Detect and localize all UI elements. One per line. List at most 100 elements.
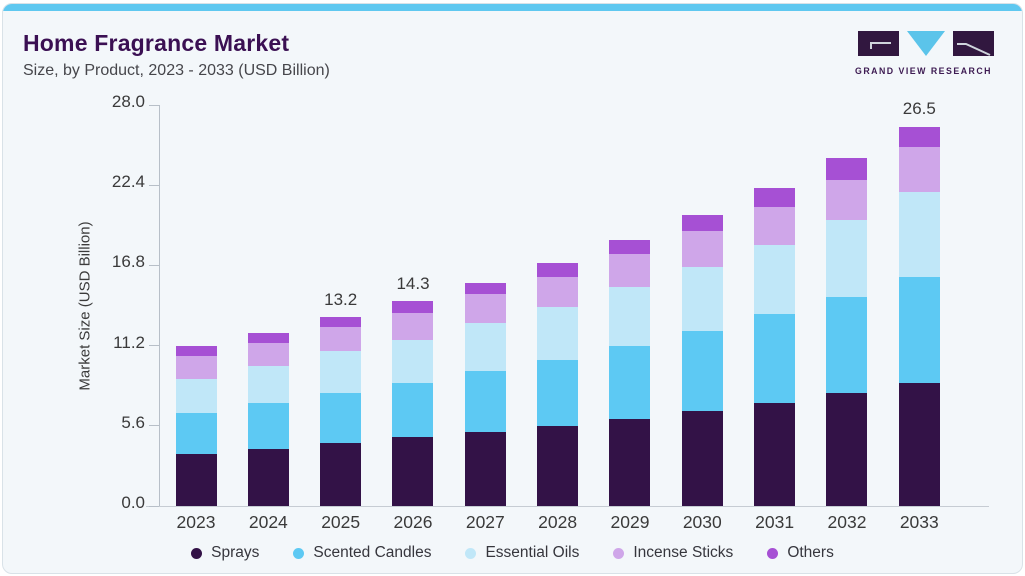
legend-label: Scented Candles [313, 544, 432, 561]
y-axis-tick-label: 28.0 [111, 92, 145, 111]
legend-dot-icon [465, 547, 477, 559]
page-subtitle: Size, by Product, 2023 - 2033 (USD Billi… [23, 62, 330, 79]
bar-total-label: 13.2 [324, 289, 358, 309]
bar-segment-incense-sticks [826, 179, 868, 220]
bar-segment-scented-candles [537, 359, 579, 426]
bar-segment-scented-candles [609, 345, 651, 419]
bar-segment-incense-sticks [320, 327, 362, 352]
bar-segment-sprays [392, 437, 434, 506]
logo-v-triangle [907, 31, 945, 56]
bar-segment-incense-sticks [247, 342, 289, 366]
bar-group-2028 [537, 262, 579, 506]
bar-segment-others [898, 126, 940, 147]
bar-segment-others [175, 345, 217, 356]
bar-segment-scented-candles [826, 296, 868, 393]
bar-segment-essential-oils [754, 245, 796, 315]
x-axis-label: 2032 [827, 512, 867, 532]
bar-segment-scented-candles [247, 402, 289, 449]
bar-segment-incense-sticks [754, 206, 796, 246]
legend-item-others: Others [767, 544, 834, 562]
bar-segment-others [826, 158, 868, 180]
y-axis-tick-label: 11.2 [113, 332, 145, 352]
bar-segment-sprays [826, 392, 868, 506]
bar-group-2025 [320, 316, 362, 506]
legend-item-scented-candles: Scented Candles [293, 544, 431, 562]
bar-total-label: 14.3 [396, 274, 430, 294]
y-axis-line [159, 105, 160, 506]
grand-view-research-logo: GRAND VIEW RESEARCH [855, 31, 994, 77]
logo-text: GRAND VIEW RESEARCH [855, 66, 992, 77]
bar-segment-incense-sticks [609, 253, 651, 287]
x-axis-label: 2033 [899, 512, 939, 532]
y-axis-tick [149, 425, 159, 427]
bar-group-2031 [754, 188, 796, 506]
bar-segment-incense-sticks [681, 231, 723, 267]
bar-segment-others [247, 332, 289, 343]
bar-segment-sprays [898, 382, 940, 506]
bar-segment-essential-oils [898, 192, 940, 277]
bar-segment-others [392, 301, 434, 313]
bar-segment-essential-oils [609, 286, 651, 346]
x-axis-label: 2023 [176, 512, 216, 532]
bar-segment-incense-sticks [537, 276, 579, 307]
bar-segment-others [754, 188, 796, 207]
bar-group-2033 [898, 126, 940, 506]
legend-label: Incense Sticks [633, 544, 734, 561]
chart-legend: Sprays Scented Candles Essential Oils Incen… [3, 544, 1022, 562]
bar-segment-essential-oils [392, 339, 434, 383]
bar-group-2024 [247, 332, 289, 506]
bar-segment-scented-candles [898, 276, 940, 383]
y-axis-tick [149, 345, 159, 347]
bar-segment-sprays [247, 448, 289, 506]
bar-segment-sprays [609, 418, 651, 506]
x-axis-label: 2029 [610, 512, 650, 532]
x-axis-line [146, 506, 989, 507]
bar-group-2029 [609, 239, 651, 506]
top-accent-bar [3, 4, 1022, 11]
legend-item-essential-oils: Essential Oils [465, 544, 579, 562]
legend-label: Essential Oils [485, 544, 580, 561]
bar-segment-essential-oils [320, 351, 362, 393]
x-axis-label: 2031 [755, 512, 795, 532]
y-axis-tick-label: 22.4 [111, 172, 145, 192]
bar-segment-essential-oils [681, 266, 723, 332]
x-axis-label: 2027 [465, 512, 505, 532]
legend-dot-icon [767, 547, 779, 559]
bar-segment-scented-candles [320, 392, 362, 443]
legend-label: Others [787, 544, 834, 561]
x-axis-label: 2024 [248, 512, 288, 532]
y-axis-tick [149, 184, 159, 186]
bar-segment-essential-oils [175, 378, 217, 413]
page-title: Home Fragrance Market [23, 30, 290, 56]
bar-segment-sprays [175, 454, 217, 506]
legend-item-incense-sticks: Incense Sticks [613, 544, 733, 562]
y-axis-tick [149, 505, 159, 507]
legend-item-sprays: Sprays [191, 544, 259, 562]
y-axis-tick [149, 104, 159, 106]
bar-segment-sprays [320, 443, 362, 506]
bar-group-2023 [175, 345, 217, 506]
bar-group-2032 [826, 158, 868, 506]
y-axis-tick-label: 5.6 [121, 412, 145, 432]
bar-segment-others [464, 282, 506, 295]
bar-segment-incense-sticks [898, 146, 940, 193]
y-axis-tick-label: 16.8 [111, 252, 145, 272]
legend-dot-icon [293, 547, 305, 559]
bar-segment-incense-sticks [392, 312, 434, 340]
bar-segment-scented-candles [754, 314, 796, 403]
bar-segment-sprays [754, 402, 796, 506]
bar-segment-essential-oils [537, 306, 579, 360]
bar-segment-incense-sticks [175, 355, 217, 379]
bar-segment-sprays [681, 411, 723, 506]
bar-segment-others [681, 215, 723, 232]
x-axis-label: 2026 [393, 512, 433, 532]
bar-segment-others [537, 262, 579, 277]
bar-segment-others [320, 316, 362, 327]
bar-segment-sprays [537, 425, 579, 506]
bar-segment-essential-oils [464, 322, 506, 372]
bar-segment-essential-oils [247, 365, 289, 403]
bar-segment-incense-sticks [464, 294, 506, 323]
report-card: Home Fragrance Market Size, by Product, … [2, 3, 1023, 574]
bar-group-2027 [464, 282, 506, 506]
stacked-bar-chart: Market Size (USD Billion) 0.0 5.6 11.2 16.8… [77, 92, 989, 532]
